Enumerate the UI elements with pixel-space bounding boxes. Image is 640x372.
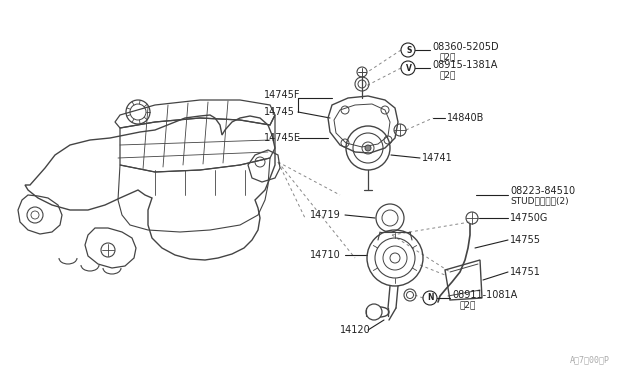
Text: V: V	[406, 64, 412, 73]
Text: （2）: （2）	[440, 52, 456, 61]
Text: 08223-84510: 08223-84510	[510, 186, 575, 196]
Text: 14745F: 14745F	[264, 90, 301, 100]
Text: 14120: 14120	[340, 325, 371, 335]
Text: 14750G: 14750G	[510, 213, 548, 223]
Text: 14840B: 14840B	[447, 113, 484, 123]
Text: 14745: 14745	[264, 107, 295, 117]
Text: （2）: （2）	[440, 71, 456, 80]
Text: S: S	[406, 45, 412, 55]
Text: N: N	[428, 294, 435, 302]
Text: 08360-5205D: 08360-5205D	[432, 42, 499, 52]
Text: （2）: （2）	[460, 301, 476, 310]
Text: 14741: 14741	[422, 153, 452, 163]
Text: 08911-1081A: 08911-1081A	[452, 290, 517, 300]
Text: 14751: 14751	[510, 267, 541, 277]
Text: 14719: 14719	[310, 210, 340, 220]
Text: 14710: 14710	[310, 250, 340, 260]
Text: 14755: 14755	[510, 235, 541, 245]
Circle shape	[365, 145, 371, 151]
Text: A・7・00・P: A・7・00・P	[570, 356, 610, 365]
Text: 08915-1381A: 08915-1381A	[432, 60, 497, 70]
Text: STUDスタッド(2): STUDスタッド(2)	[510, 196, 568, 205]
Text: 14745E: 14745E	[264, 133, 301, 143]
